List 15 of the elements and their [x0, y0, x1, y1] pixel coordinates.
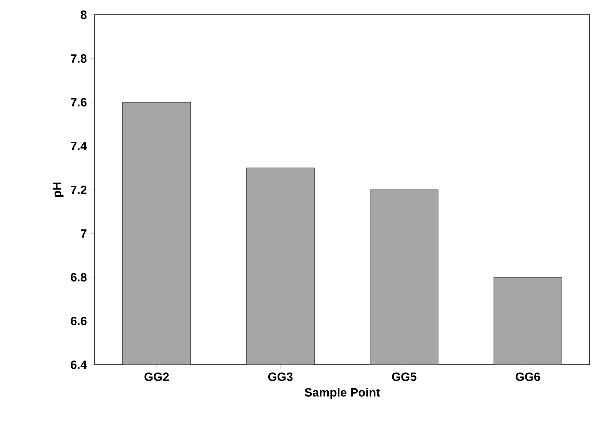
y-tick-label: 7.4: [71, 142, 88, 150]
y-tick-label: 7.8: [71, 54, 87, 63]
y-tick-label: 6.6: [71, 317, 87, 326]
y-tick-label: 6.4: [71, 360, 88, 370]
x-tick-label: GG5: [392, 372, 417, 382]
y-tick-label: 7.2: [71, 186, 87, 194]
x-tick-label: GG2: [144, 372, 170, 382]
y-tick-label: 8: [80, 10, 87, 20]
y-tick-label: 6.8: [71, 273, 87, 282]
y-tick-label: 7.6: [71, 98, 87, 107]
x-tick-label: GG3: [268, 372, 293, 382]
x-tick-label: GG6: [516, 372, 540, 382]
y-axis-title: pH: [53, 182, 64, 198]
x-axis-title: Sample Point: [304, 388, 380, 400]
y-tick-label: 7: [81, 230, 87, 238]
